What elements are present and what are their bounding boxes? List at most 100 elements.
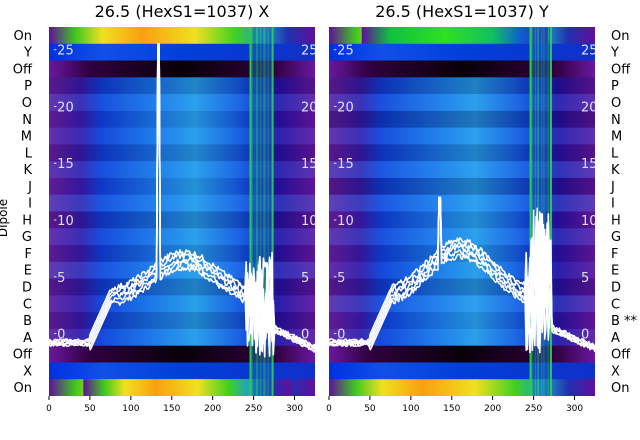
panel-title: 26.5 (HexS1=1037) X — [95, 2, 270, 21]
heatmap-row — [49, 60, 315, 78]
overlay-tick-label: 25 — [57, 44, 74, 59]
noise-stripe — [263, 27, 265, 396]
heatmap-row-shade — [49, 110, 315, 129]
heatmap-row-overlay — [361, 27, 548, 45]
row-label: G — [22, 230, 32, 245]
row-label: X — [23, 364, 32, 379]
row-label: D — [22, 280, 32, 295]
heatmap-row-shade — [329, 194, 595, 212]
heatmap-row — [329, 379, 595, 396]
heatmap-row-shade — [329, 312, 595, 330]
heatmap-row-shade — [49, 211, 315, 229]
row-label: F — [611, 247, 618, 262]
heatmap-row — [49, 228, 315, 246]
heatmap-row-shade — [49, 127, 315, 145]
heatmap-row-shade — [49, 194, 315, 212]
row-label: G — [611, 230, 621, 245]
row-label: E — [24, 264, 32, 279]
noise-stripe — [269, 27, 271, 396]
heatmap-row — [329, 177, 595, 196]
heatmap-row — [329, 94, 595, 112]
heatmap-row-shade — [329, 211, 595, 229]
row-label: Off — [611, 348, 631, 363]
heatmap-row-overlay — [83, 379, 291, 396]
noise-stripe — [270, 27, 273, 396]
overlay-tick-label: 0 — [581, 328, 589, 343]
x-tick-label: 300 — [566, 404, 583, 414]
noise-stripe — [262, 27, 264, 396]
row-label: On — [611, 381, 629, 396]
heatmap-row-shade — [49, 278, 315, 296]
x-tick-label: 150 — [163, 404, 180, 414]
heatmap-row-shade — [329, 295, 595, 313]
noise-stripe — [541, 27, 543, 396]
noise-stripe — [271, 27, 274, 396]
noise-stripe — [545, 27, 547, 396]
noise-stripe — [546, 27, 548, 396]
row-label: K — [611, 163, 620, 178]
heatmap-row — [329, 77, 595, 95]
noise-stripe — [260, 27, 262, 396]
row-label: A — [611, 331, 620, 346]
heatmap-row-shade — [49, 228, 315, 246]
x-tick-label: 200 — [484, 404, 501, 414]
row-label: L — [611, 146, 619, 161]
row-label: M — [611, 130, 622, 145]
data-trace — [329, 196, 595, 347]
noise-stripe — [253, 27, 255, 396]
heatmap-row — [49, 345, 315, 363]
row-label: On — [14, 29, 32, 44]
heatmap-row-shade — [329, 77, 595, 95]
x-tick-label: 150 — [443, 404, 460, 414]
heatmap-row-shade — [329, 228, 595, 246]
heatmap-row-shade — [49, 144, 315, 162]
data-trace — [329, 196, 595, 352]
row-label: P — [611, 79, 619, 94]
noise-stripe — [251, 27, 253, 396]
row-label: Off — [13, 348, 33, 363]
heatmap-row — [49, 362, 315, 380]
overlay-tick-label: 15 — [57, 157, 74, 172]
row-label: C — [23, 297, 32, 312]
row-label: Off — [611, 62, 631, 77]
heatmap-row — [329, 144, 595, 162]
overlay-tick-label: 25 — [301, 44, 318, 59]
noise-stripe — [531, 27, 533, 396]
row-label: K — [23, 163, 32, 178]
noise-stripe — [256, 27, 259, 396]
heatmap-row-shade — [329, 127, 595, 145]
x-tick-label: 300 — [286, 404, 303, 414]
overlay-tick-label: 15 — [337, 157, 354, 172]
heatmap-row-shade — [329, 94, 595, 112]
noise-stripe — [259, 27, 261, 396]
row-label: N — [611, 113, 621, 128]
noise-stripe — [548, 27, 550, 396]
overlay-tick-label: 15 — [581, 157, 598, 172]
row-label: X — [611, 364, 620, 379]
overlay-tick-label: 15 — [301, 157, 318, 172]
heatmap-row-shade — [49, 295, 315, 313]
heatmap-row — [49, 94, 315, 112]
heatmap-row — [329, 161, 595, 179]
heatmap-row-shade — [49, 77, 315, 95]
overlay-tick-label: 0 — [57, 328, 65, 343]
data-trace — [49, 43, 315, 353]
overlay-tick-label: 10 — [337, 214, 354, 229]
row-label: Y — [610, 46, 619, 61]
x-tick-label: 100 — [122, 404, 139, 414]
heatmap-row — [329, 60, 595, 78]
noise-stripe — [542, 27, 544, 396]
overlay-tick-label: 5 — [301, 271, 309, 286]
overlay-tick-label: 0 — [301, 328, 309, 343]
overlay-tick-label: 20 — [57, 100, 74, 115]
heatmap-row — [49, 27, 315, 45]
x-ticks-left: 0 50 100 150 200 250 300 — [46, 396, 303, 414]
row-label: L — [25, 146, 33, 161]
overlay-tick-label: 25 — [337, 44, 354, 59]
noise-stripe — [265, 27, 267, 396]
row-label: J — [27, 180, 32, 195]
noise-stripe — [547, 27, 549, 396]
noise-stripe — [267, 27, 269, 396]
noise-stripe — [534, 27, 537, 396]
